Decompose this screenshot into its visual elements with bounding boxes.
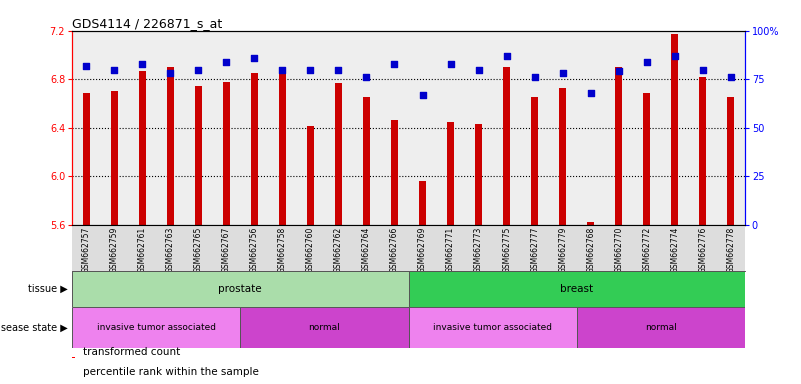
Point [360,74,373,80]
Point [192,66,205,73]
Point [556,70,569,76]
Bar [279,67,286,225]
Point [641,59,654,65]
Bar [447,122,454,225]
Text: percentile rank within the sample: percentile rank within the sample [83,367,259,377]
Bar [83,93,90,225]
Text: GSM662762: GSM662762 [334,227,343,273]
Bar [223,82,230,225]
Bar [531,98,538,225]
Bar [72,307,240,348]
Text: GSM662766: GSM662766 [390,227,399,273]
Point [584,90,597,96]
Point [388,61,400,67]
Text: GSM662765: GSM662765 [194,227,203,273]
Text: GSM662763: GSM662763 [166,227,175,273]
Text: prostate: prostate [219,284,262,294]
Bar [139,71,146,225]
Bar [111,91,118,225]
Bar [727,98,735,225]
Text: GSM662761: GSM662761 [138,227,147,273]
Text: GSM662764: GSM662764 [362,227,371,273]
Point [473,66,485,73]
Bar [671,34,678,225]
Text: GSM662768: GSM662768 [586,227,595,273]
Text: GSM662756: GSM662756 [250,227,259,273]
Text: GSM662770: GSM662770 [614,227,623,273]
Text: GSM662773: GSM662773 [474,227,483,273]
Point [668,53,681,59]
Bar [251,73,258,225]
Bar [240,307,409,348]
Point [612,68,625,74]
Bar [475,124,482,225]
Point [529,74,541,80]
Bar [643,93,650,225]
Bar [587,222,594,225]
Point [136,61,149,67]
Bar [409,307,577,348]
Bar [72,357,75,358]
Text: GSM662778: GSM662778 [727,227,735,273]
Text: invasive tumor associated: invasive tumor associated [97,323,215,332]
Bar [307,126,314,225]
Text: normal: normal [308,323,340,332]
Bar [699,77,706,225]
Point [444,61,457,67]
Bar [167,67,174,225]
Point [248,55,261,61]
Text: transformed count: transformed count [83,347,180,357]
Bar [195,86,202,225]
Text: normal: normal [645,323,677,332]
Bar [409,271,745,307]
Point [332,66,345,73]
Point [276,66,289,73]
Bar [615,67,622,225]
Point [696,66,710,73]
Text: GSM662777: GSM662777 [530,227,539,273]
Text: breast: breast [560,284,594,294]
Text: GSM662772: GSM662772 [642,227,651,273]
Bar [559,88,566,225]
Point [219,59,233,65]
Text: GSM662759: GSM662759 [110,227,119,273]
Text: invasive tumor associated: invasive tumor associated [433,323,552,332]
Bar [391,121,398,225]
Point [724,74,737,80]
Point [500,53,513,59]
Point [417,92,429,98]
Bar [72,271,409,307]
Text: GSM662775: GSM662775 [502,227,511,273]
Text: GDS4114 / 226871_s_at: GDS4114 / 226871_s_at [72,17,223,30]
Bar [503,67,510,225]
Point [107,66,120,73]
Text: tissue ▶: tissue ▶ [28,284,68,294]
Text: GSM662757: GSM662757 [82,227,91,273]
Text: GSM662767: GSM662767 [222,227,231,273]
Bar [419,181,426,225]
Text: GSM662776: GSM662776 [698,227,707,273]
Text: GSM662769: GSM662769 [418,227,427,273]
Point [164,70,177,76]
Bar [363,98,370,225]
Point [80,63,92,69]
Text: disease state ▶: disease state ▶ [0,322,68,333]
Bar [335,83,342,225]
Text: GSM662779: GSM662779 [558,227,567,273]
Text: GSM662758: GSM662758 [278,227,287,273]
Text: GSM662774: GSM662774 [670,227,679,273]
Point [304,66,317,73]
Text: GSM662771: GSM662771 [446,227,455,273]
Bar [577,307,745,348]
Text: GSM662760: GSM662760 [306,227,315,273]
